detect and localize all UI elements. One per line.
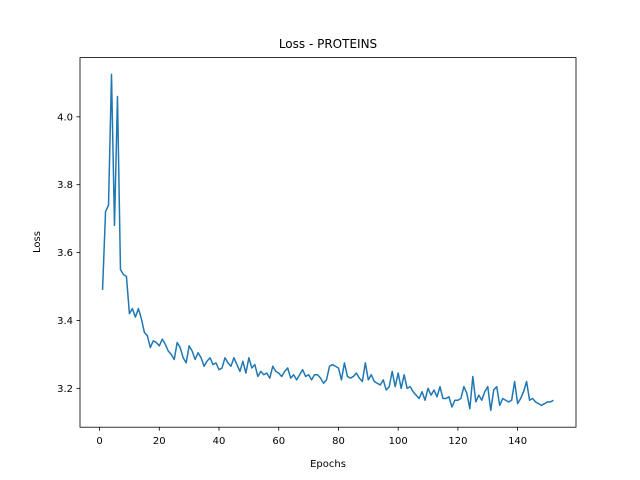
x-tick-label: 140: [508, 436, 527, 447]
x-tick-label: 0: [96, 436, 102, 447]
chart-title: Loss - PROTEINS: [279, 37, 377, 51]
x-tick-label: 100: [389, 436, 408, 447]
y-tick-label: 3.6: [57, 248, 73, 259]
line: [101, 73, 554, 412]
y-tick-label: 3.8: [57, 180, 73, 191]
x-tick-label: 60: [272, 436, 285, 447]
x-tick-label: 20: [153, 436, 166, 447]
x-tick-label: 40: [213, 436, 226, 447]
y-tick-label: 3.2: [57, 384, 73, 395]
x-tick-label: 120: [448, 436, 467, 447]
plot-frame: [79, 57, 577, 428]
x-tick-label: 80: [332, 436, 345, 447]
y-tick-label: 4.0: [57, 112, 73, 123]
y-axis-label: Loss: [32, 231, 43, 253]
x-axis-label: Epochs: [310, 459, 346, 470]
y-tick-label: 3.4: [57, 316, 73, 327]
